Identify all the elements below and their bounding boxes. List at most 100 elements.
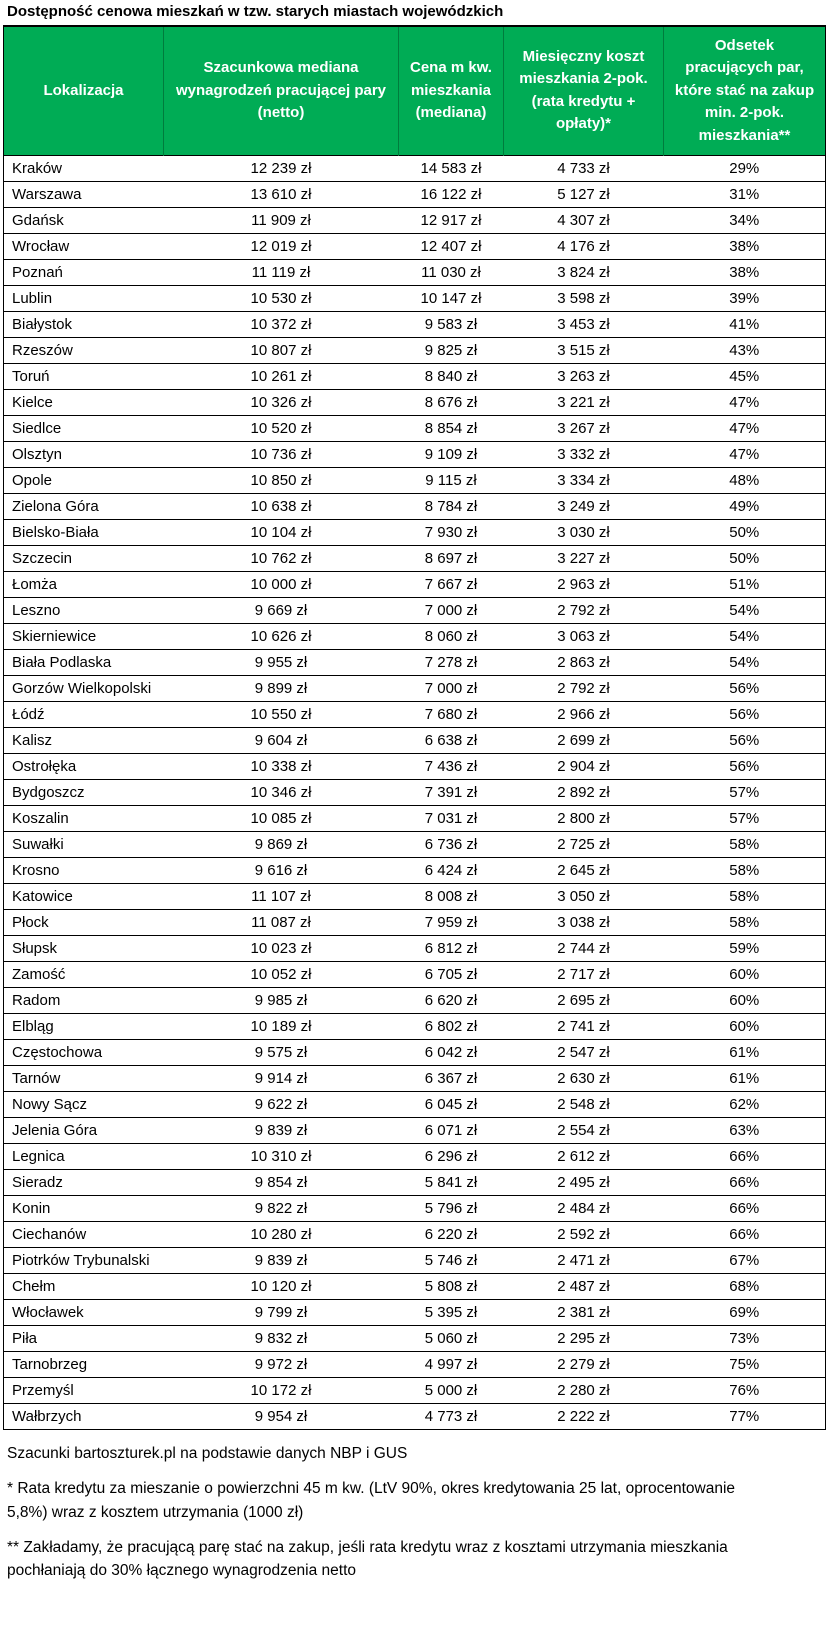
value-cell: 9 839 zł (163, 1117, 399, 1144)
value-cell: 41% (663, 311, 826, 338)
value-cell: 2 554 zł (503, 1117, 664, 1144)
city-cell: Rzeszów (3, 337, 164, 364)
value-cell: 9 825 zł (398, 337, 504, 364)
value-cell: 2 471 zł (503, 1247, 664, 1274)
value-cell: 5 746 zł (398, 1247, 504, 1274)
value-cell: 3 598 zł (503, 285, 664, 312)
city-cell: Tarnobrzeg (3, 1351, 164, 1378)
city-cell: Tarnów (3, 1065, 164, 1092)
table-footnotes: Szacunki bartoszturek.pl na podstawie da… (0, 1430, 800, 1582)
value-cell: 3 227 zł (503, 545, 664, 572)
affordability-table: Lokalizacja Szacunkowa mediana wynagrodze… (3, 24, 826, 1430)
value-cell: 12 407 zł (398, 233, 504, 260)
city-cell: Olsztyn (3, 441, 164, 468)
table-row: Krosno 9 616 zł 6 424 zł 2 645 zł 58% (3, 857, 826, 884)
value-cell: 2 963 zł (503, 571, 664, 598)
value-cell: 13 610 zł (163, 181, 399, 208)
city-cell: Płock (3, 909, 164, 936)
value-cell: 3 824 zł (503, 259, 664, 286)
value-cell: 5 796 zł (398, 1195, 504, 1222)
city-cell: Włocławek (3, 1299, 164, 1326)
table-row: Tarnów 9 914 zł 6 367 zł 2 630 zł 61% (3, 1065, 826, 1092)
value-cell: 66% (663, 1143, 826, 1170)
value-cell: 56% (663, 727, 826, 754)
value-cell: 5 127 zł (503, 181, 664, 208)
city-cell: Słupsk (3, 935, 164, 962)
city-cell: Szczecin (3, 545, 164, 572)
value-cell: 3 334 zł (503, 467, 664, 494)
value-cell: 6 736 zł (398, 831, 504, 858)
value-cell: 2 630 zł (503, 1065, 664, 1092)
value-cell: 4 176 zł (503, 233, 664, 260)
value-cell: 10 147 zł (398, 285, 504, 312)
value-cell: 3 515 zł (503, 337, 664, 364)
value-cell: 10 736 zł (163, 441, 399, 468)
value-cell: 6 367 zł (398, 1065, 504, 1092)
value-cell: 6 705 zł (398, 961, 504, 988)
value-cell: 10 085 zł (163, 805, 399, 832)
value-cell: 2 592 zł (503, 1221, 664, 1248)
city-cell: Elbląg (3, 1013, 164, 1040)
table-row: Sieradz 9 854 zł 5 841 zł 2 495 zł 66% (3, 1169, 826, 1196)
city-cell: Kalisz (3, 727, 164, 754)
table-row: Chełm 10 120 zł 5 808 zł 2 487 zł 68% (3, 1273, 826, 1300)
value-cell: 56% (663, 753, 826, 780)
table-row: Łódź 10 550 zł 7 680 zł 2 966 zł 56% (3, 701, 826, 728)
value-cell: 66% (663, 1195, 826, 1222)
city-cell: Radom (3, 987, 164, 1014)
city-cell: Zamość (3, 961, 164, 988)
value-cell: 2 487 zł (503, 1273, 664, 1300)
value-cell: 6 802 zł (398, 1013, 504, 1040)
value-cell: 9 839 zł (163, 1247, 399, 1274)
value-cell: 58% (663, 857, 826, 884)
value-cell: 58% (663, 909, 826, 936)
value-cell: 7 031 zł (398, 805, 504, 832)
value-cell: 8 697 zł (398, 545, 504, 572)
value-cell: 3 263 zł (503, 363, 664, 390)
value-cell: 10 338 zł (163, 753, 399, 780)
value-cell: 7 680 zł (398, 701, 504, 728)
city-cell: Gorzów Wielkopolski (3, 675, 164, 702)
value-cell: 5 060 zł (398, 1325, 504, 1352)
value-cell: 10 189 zł (163, 1013, 399, 1040)
value-cell: 5 395 zł (398, 1299, 504, 1326)
value-cell: 16 122 zł (398, 181, 504, 208)
header-row: Lokalizacja Szacunkowa mediana wynagrodze… (3, 25, 826, 156)
value-cell: 3 332 zł (503, 441, 664, 468)
value-cell: 54% (663, 649, 826, 676)
table-row: Bydgoszcz 10 346 zł 7 391 zł 2 892 zł 57% (3, 779, 826, 806)
city-cell: Gdańsk (3, 207, 164, 234)
table-row: Zielona Góra 10 638 zł 8 784 zł 3 249 zł 49% (3, 493, 826, 520)
value-cell: 76% (663, 1377, 826, 1404)
value-cell: 51% (663, 571, 826, 598)
table-row: Kalisz 9 604 zł 6 638 zł 2 699 zł 56% (3, 727, 826, 754)
value-cell: 69% (663, 1299, 826, 1326)
city-cell: Wałbrzych (3, 1403, 164, 1430)
value-cell: 2 295 zł (503, 1325, 664, 1352)
city-cell: Piotrków Trybunalski (3, 1247, 164, 1274)
value-cell: 3 050 zł (503, 883, 664, 910)
value-cell: 2 800 zł (503, 805, 664, 832)
value-cell: 7 436 zł (398, 753, 504, 780)
value-cell: 2 792 zł (503, 675, 664, 702)
value-cell: 2 279 zł (503, 1351, 664, 1378)
table-row: Katowice 11 107 zł 8 008 zł 3 050 zł 58% (3, 883, 826, 910)
city-cell: Warszawa (3, 181, 164, 208)
footnote-credit-terms: * Rata kredytu za mieszanie o powierzchn… (7, 1480, 736, 1521)
value-cell: 58% (663, 831, 826, 858)
value-cell: 75% (663, 1351, 826, 1378)
value-cell: 11 087 zł (163, 909, 399, 936)
value-cell: 7 000 zł (398, 675, 504, 702)
value-cell: 54% (663, 623, 826, 650)
column-header: Miesięczny koszt mieszkania 2-pok. (rata… (503, 25, 664, 156)
city-cell: Legnica (3, 1143, 164, 1170)
table-row: Suwałki 9 869 zł 6 736 zł 2 725 zł 58% (3, 831, 826, 858)
value-cell: 8 854 zł (398, 415, 504, 442)
value-cell: 5 808 zł (398, 1273, 504, 1300)
column-header: Cena m kw. mieszkania (mediana) (398, 25, 504, 156)
table-row: Wałbrzych 9 954 zł 4 773 zł 2 222 zł 77% (3, 1403, 826, 1430)
value-cell: 63% (663, 1117, 826, 1144)
value-cell: 6 812 zł (398, 935, 504, 962)
city-cell: Skierniewice (3, 623, 164, 650)
value-cell: 7 391 zł (398, 779, 504, 806)
